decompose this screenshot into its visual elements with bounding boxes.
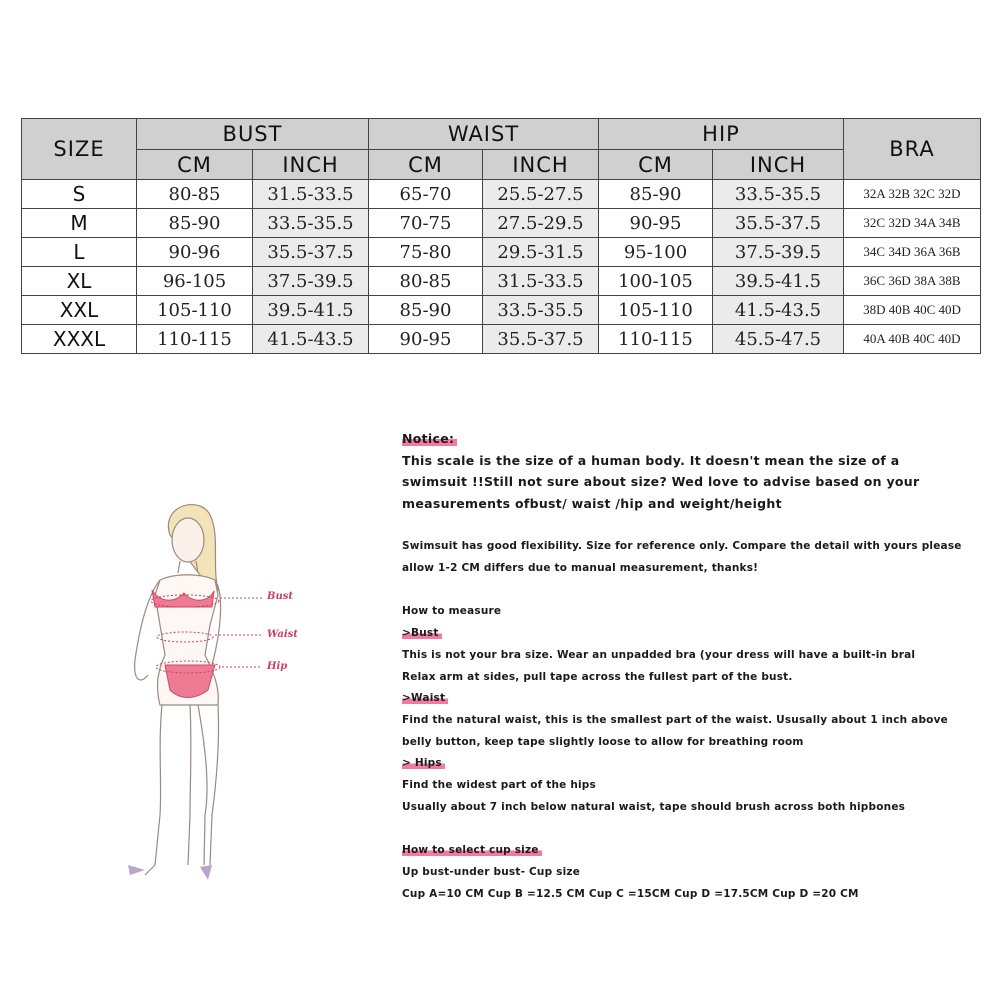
bust-line: This is not your bra size. Wear an unpad… <box>402 648 916 661</box>
cell-hip-cm: 90-95 <box>598 208 713 238</box>
cell-hip-cm: 95-100 <box>598 237 713 267</box>
cell-hip-inch: 37.5-39.5 <box>712 237 844 267</box>
flex-line: Swimsuit has good flexibility. Size for … <box>402 540 962 552</box>
header-waist: WAIST <box>368 118 599 150</box>
cell-waist-inch: 27.5-29.5 <box>482 208 599 238</box>
how-to-measure-heading: How to measure <box>402 605 502 618</box>
figure-label-bust: Bust <box>267 591 293 602</box>
cell-bust-cm: 90-96 <box>136 237 253 267</box>
cell-bust-inch: 39.5-41.5 <box>252 295 369 325</box>
cell-bust-cm: 105-110 <box>136 295 253 325</box>
cell-waist-inch: 33.5-35.5 <box>482 295 599 325</box>
cell-bra: 32C 32D 34A 34B <box>843 208 981 238</box>
cell-bust-inch: 37.5-39.5 <box>252 266 369 296</box>
cell-hip-inch: 39.5-41.5 <box>712 266 844 296</box>
waist-title: >Waist <box>402 692 449 705</box>
table-row: S 80-85 31.5-33.5 65-70 25.5-27.5 85-90 33.5-3… <box>21 179 981 209</box>
figure-label-hip: Hip <box>267 661 288 672</box>
cell-size: XXXL <box>21 324 137 354</box>
cell-bust-cm: 85-90 <box>136 208 253 238</box>
cup-line: Up bust-under bust- Cup size <box>402 866 581 879</box>
cell-waist-inch: 31.5-33.5 <box>482 266 599 296</box>
cell-hip-inch: 35.5-37.5 <box>712 208 844 238</box>
waist-line: belly button, keep tape slightly loose t… <box>402 735 804 748</box>
subheader-hip-inch: INCH <box>712 149 844 180</box>
woman-figure-drawing <box>128 504 262 880</box>
cell-hip-cm: 110-115 <box>598 324 713 354</box>
cell-hip-inch: 41.5-43.5 <box>712 295 844 325</box>
notes-section: Notice: This scale is the size of a huma… <box>402 428 992 906</box>
cell-waist-inch: 29.5-31.5 <box>482 237 599 267</box>
cell-hip-cm: 100-105 <box>598 266 713 296</box>
header-hip: HIP <box>598 118 844 150</box>
cell-size: S <box>21 179 137 209</box>
cell-bust-cm: 96-105 <box>136 266 253 296</box>
cell-waist-cm: 65-70 <box>368 179 483 209</box>
header-bra: BRA <box>843 118 981 180</box>
subheader-bust-cm: CM <box>136 149 253 180</box>
cell-waist-inch: 25.5-27.5 <box>482 179 599 209</box>
cell-waist-inch: 35.5-37.5 <box>482 324 599 354</box>
bust-line: Relax arm at sides, pull tape across the… <box>402 670 793 683</box>
body-measurement-illustration: Bust Waist Hip <box>100 495 320 895</box>
cell-hip-inch: 45.5-47.5 <box>712 324 844 354</box>
cell-hip-cm: 85-90 <box>598 179 713 209</box>
table-row: XXL 105-110 39.5-41.5 85-90 33.5-35.5 105-110… <box>21 295 981 325</box>
cell-waist-cm: 70-75 <box>368 208 483 238</box>
cell-bust-cm: 80-85 <box>136 179 253 209</box>
notice-line: swimsuit !!Still not sure about size? We… <box>402 474 920 489</box>
cell-size: M <box>21 208 137 238</box>
cell-bust-inch: 35.5-37.5 <box>252 237 369 267</box>
header-size: SIZE <box>21 118 137 180</box>
figure-label-waist: Waist <box>267 629 298 640</box>
cup-size-title: How to select cup size <box>402 844 542 857</box>
notice-title: Notice: <box>402 431 458 446</box>
cell-bust-cm: 110-115 <box>136 324 253 354</box>
hips-line: Usually about 7 inch below natural waist… <box>402 800 906 813</box>
table-row: L 90-96 35.5-37.5 75-80 29.5-31.5 95-100 37.5-… <box>21 237 981 267</box>
cell-bra: 34C 34D 36A 36B <box>843 237 981 267</box>
cell-hip-cm: 105-110 <box>598 295 713 325</box>
cell-bust-inch: 31.5-33.5 <box>252 179 369 209</box>
subheader-bust-inch: INCH <box>252 149 369 180</box>
table-row: M 85-90 33.5-35.5 70-75 27.5-29.5 90-95 35.5-3… <box>21 208 981 238</box>
waist-line: Find the natural waist, this is the smal… <box>402 713 948 726</box>
flex-line: allow 1-2 CM differs due to manual measu… <box>402 561 759 574</box>
cell-bust-inch: 33.5-35.5 <box>252 208 369 238</box>
cell-waist-cm: 90-95 <box>368 324 483 354</box>
table-row: XL 96-105 37.5-39.5 80-85 31.5-33.5 100-105 39… <box>21 266 981 296</box>
cell-size: L <box>21 237 137 267</box>
hips-title: > Hips <box>402 757 445 770</box>
cell-waist-cm: 85-90 <box>368 295 483 325</box>
cell-bra: 32A 32B 32C 32D <box>843 179 981 209</box>
cell-size: XXL <box>21 295 137 325</box>
cell-size: XL <box>21 266 137 296</box>
cell-bra: 38D 40B 40C 40D <box>843 295 981 325</box>
bust-title: >Bust <box>402 627 442 640</box>
notice-line: This scale is the size of a human body. … <box>402 452 900 468</box>
cell-bra: 40A 40B 40C 40D <box>843 324 981 354</box>
subheader-waist-cm: CM <box>368 149 483 180</box>
table-row: XXXL 110-115 41.5-43.5 90-95 35.5-37.5 110-11… <box>21 324 981 354</box>
cup-line: Cup A=10 CM Cup B =12.5 CM Cup C =15CM C… <box>402 887 859 900</box>
cell-waist-cm: 80-85 <box>368 266 483 296</box>
subheader-waist-inch: INCH <box>482 149 599 180</box>
notice-line: measurements ofbust/ waist /hip and weig… <box>402 495 782 511</box>
size-chart-table: SIZE BUST WAIST HIP BRA CM INCH CM INCH … <box>21 118 981 354</box>
cell-hip-inch: 33.5-35.5 <box>712 179 844 209</box>
subheader-hip-cm: CM <box>598 149 713 180</box>
cell-waist-cm: 75-80 <box>368 237 483 267</box>
header-bust: BUST <box>136 118 369 150</box>
cell-bust-inch: 41.5-43.5 <box>252 324 369 354</box>
hips-line: Find the widest part of the hips <box>402 779 596 792</box>
cell-bra: 36C 36D 38A 38B <box>843 266 981 296</box>
